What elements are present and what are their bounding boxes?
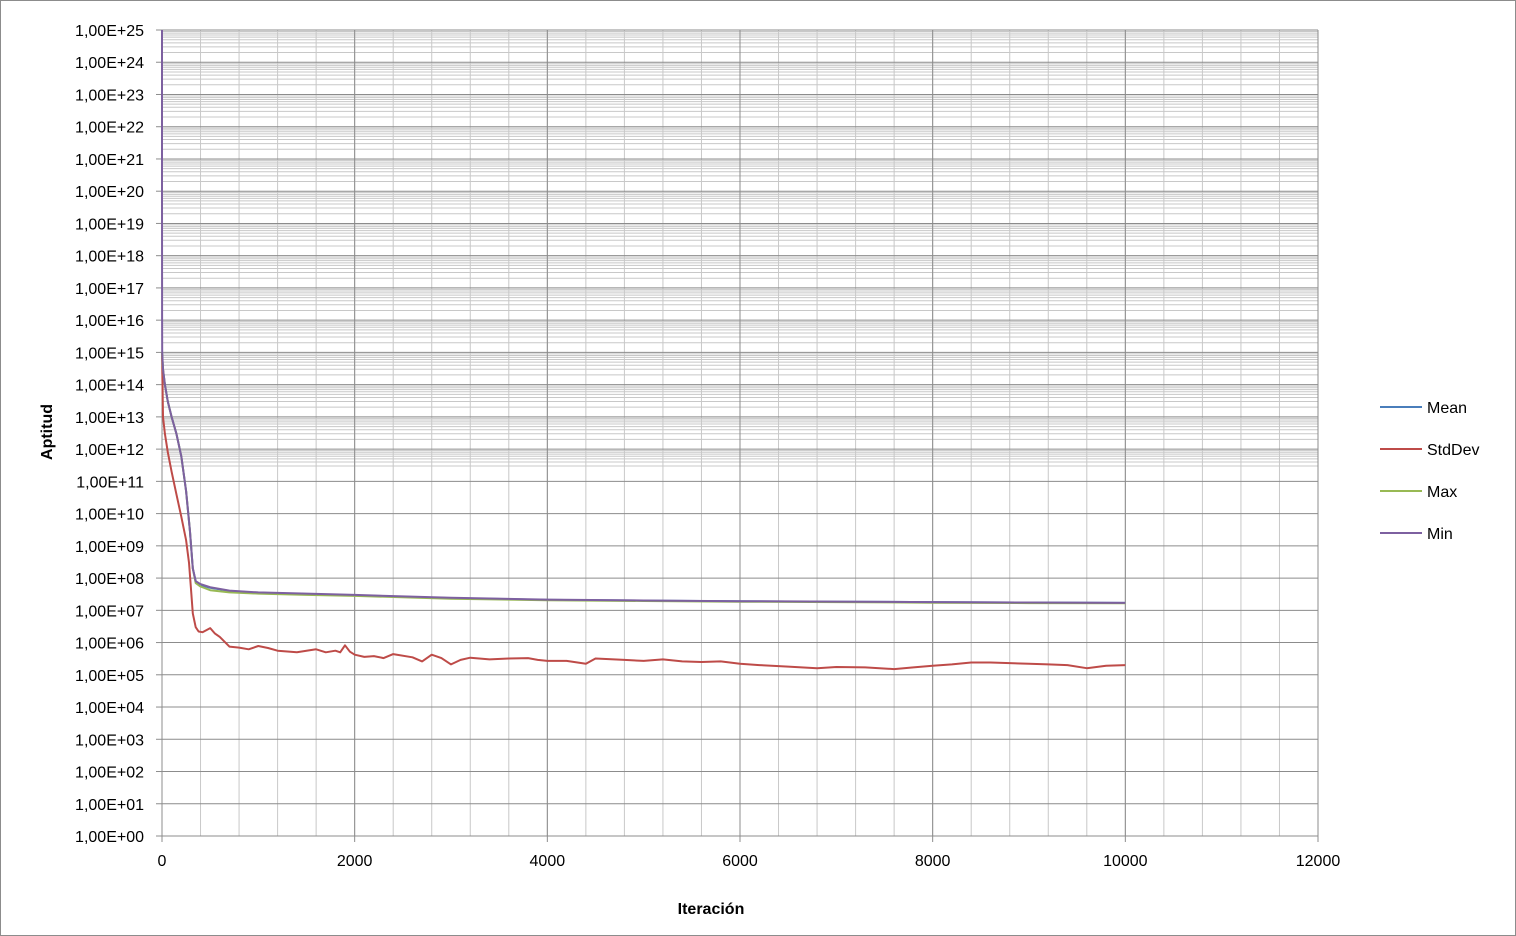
x-tick-label: 6000 — [722, 853, 758, 870]
y-tick-label: 1,00E+19 — [75, 216, 144, 233]
y-tick-label: 1,00E+05 — [75, 668, 144, 685]
y-tick-label: 1,00E+23 — [75, 87, 144, 104]
y-tick-label: 1,00E+03 — [75, 732, 144, 749]
x-tick-label: 4000 — [530, 853, 566, 870]
y-axis-title: Aptitud — [39, 404, 56, 460]
y-tick-label: 1,00E+24 — [75, 55, 144, 72]
y-tick-label: 1,00E+00 — [75, 829, 144, 846]
y-tick-label: 1,00E+06 — [75, 636, 144, 653]
y-tick-label: 1,00E+10 — [75, 507, 144, 524]
grid-lines — [162, 29, 1319, 836]
x-tick-label: 10000 — [1103, 853, 1148, 870]
x-tick-labels: 0 2000 4000 6000 8000 10000 12000 — [158, 853, 1341, 870]
y-tick-label: 1,00E+25 — [75, 23, 144, 40]
plot-area — [156, 29, 1319, 842]
y-tick-label: 1,00E+04 — [75, 700, 144, 717]
legend-label-stddev: StdDev — [1427, 442, 1479, 459]
x-axis-title: Iteración — [678, 901, 745, 918]
y-tick-label: 1,00E+18 — [75, 249, 144, 266]
y-tick-label: 1,00E+20 — [75, 184, 144, 201]
series-line-stddev — [161, 352, 1126, 671]
y-tick-label: 1,00E+01 — [75, 797, 144, 814]
y-tick-label: 1,00E+14 — [75, 378, 144, 395]
series-line-min — [161, 30, 1126, 604]
y-tick-label: 1,00E+08 — [75, 571, 144, 588]
y-tick-label: 1,00E+22 — [75, 120, 144, 137]
x-tick-label: 2000 — [337, 853, 373, 870]
y-tick-labels: 1,00E+00 1,00E+01 1,00E+02 1,00E+03 1,00E+04… — [75, 23, 144, 846]
legend: Mean StdDev Max Min — [1380, 400, 1479, 543]
legend-label-mean: Mean — [1427, 400, 1467, 417]
series-layer — [161, 30, 1126, 671]
y-tick-label: 1,00E+11 — [76, 474, 144, 491]
y-tick-label: 1,00E+17 — [75, 281, 144, 298]
y-tick-label: 1,00E+12 — [75, 442, 144, 459]
y-tick-label: 1,00E+09 — [75, 539, 144, 556]
y-tick-label: 1,00E+07 — [75, 603, 144, 620]
legend-label-max: Max — [1427, 484, 1457, 501]
x-tick-label: 0 — [158, 853, 167, 870]
y-tick-label: 1,00E+16 — [75, 313, 144, 330]
legend-label-min: Min — [1427, 526, 1453, 543]
x-tick-label: 12000 — [1296, 853, 1341, 870]
y-tick-label: 1,00E+15 — [75, 345, 144, 362]
y-tick-label: 1,00E+02 — [75, 765, 144, 782]
x-tick-label: 8000 — [915, 853, 951, 870]
y-tick-label: 1,00E+13 — [75, 410, 144, 427]
y-tick-label: 1,00E+21 — [75, 152, 144, 169]
